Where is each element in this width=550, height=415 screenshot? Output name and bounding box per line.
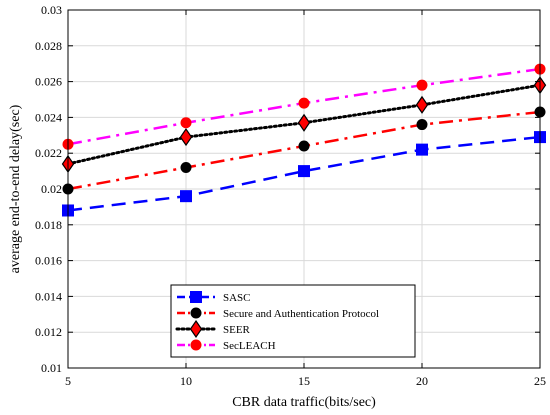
y-tick-label: 0.022 <box>35 146 62 160</box>
x-tick-label: 15 <box>298 374 310 388</box>
data-point <box>298 97 310 109</box>
x-tick-label: 10 <box>180 374 192 388</box>
data-point <box>416 143 428 156</box>
y-tick-label: 0.024 <box>35 110 62 124</box>
legend-item: SEER <box>175 319 251 339</box>
legend-marker <box>190 307 202 319</box>
legend-item: Secure and Authentication Protocol <box>177 307 379 320</box>
series-2 <box>62 106 546 195</box>
legend-label: Secure and Authentication Protocol <box>223 308 379 320</box>
y-tick-label: 0.01 <box>41 361 62 375</box>
data-point <box>298 140 310 152</box>
y-axis-label: average end-to-end delay(sec) <box>8 104 23 273</box>
legend-item: SecLEACH <box>177 339 276 352</box>
data-point <box>180 190 192 203</box>
x-tick-label: 20 <box>416 374 428 388</box>
data-point <box>416 119 428 131</box>
legend-marker <box>190 339 202 351</box>
series-1 <box>62 131 546 217</box>
data-point <box>415 95 429 114</box>
y-tick-label: 0.02 <box>41 182 62 196</box>
legend-label: SecLEACH <box>223 340 276 352</box>
data-point <box>298 165 310 178</box>
data-point <box>180 162 192 174</box>
legend-item: SASC <box>177 291 251 304</box>
y-tick-label: 0.012 <box>35 325 62 339</box>
data-point <box>416 79 428 91</box>
y-tick-label: 0.028 <box>35 39 62 53</box>
ticks: 5 10 15 20 25 0.01 0.012 0.014 0.016 0.018 0.02 0.0… <box>35 3 546 388</box>
x-tick-label: 25 <box>534 374 546 388</box>
x-tick-label: 5 <box>65 374 71 388</box>
series-layer <box>61 63 547 217</box>
data-point <box>297 113 311 132</box>
data-point <box>180 117 192 129</box>
legend-label: SASC <box>223 292 251 304</box>
y-tick-label: 0.018 <box>35 218 62 232</box>
y-tick-label: 0.016 <box>35 254 62 268</box>
y-tick-label: 0.026 <box>35 75 62 89</box>
legend-label: SEER <box>223 324 251 336</box>
data-point <box>179 128 193 147</box>
legend-marker <box>190 291 202 303</box>
legend: SASC Secure and Authentication Protocol SE… <box>170 284 416 358</box>
legend-marker <box>189 319 203 339</box>
y-tick-label: 0.014 <box>35 289 62 303</box>
series-line <box>67 135 541 212</box>
grid <box>67 9 541 369</box>
x-axis-label: CBR data traffic(bits/sec) <box>232 395 376 410</box>
y-tick-label: 0.03 <box>41 3 62 17</box>
